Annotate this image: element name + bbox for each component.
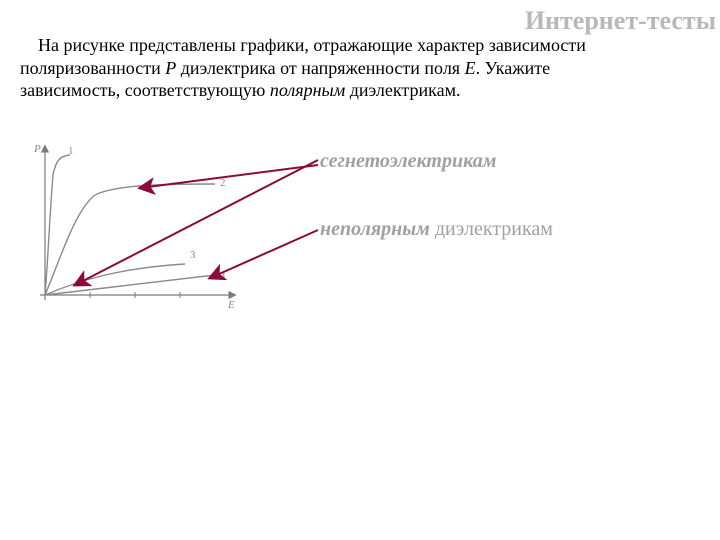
arrows-overlay [0, 0, 720, 540]
